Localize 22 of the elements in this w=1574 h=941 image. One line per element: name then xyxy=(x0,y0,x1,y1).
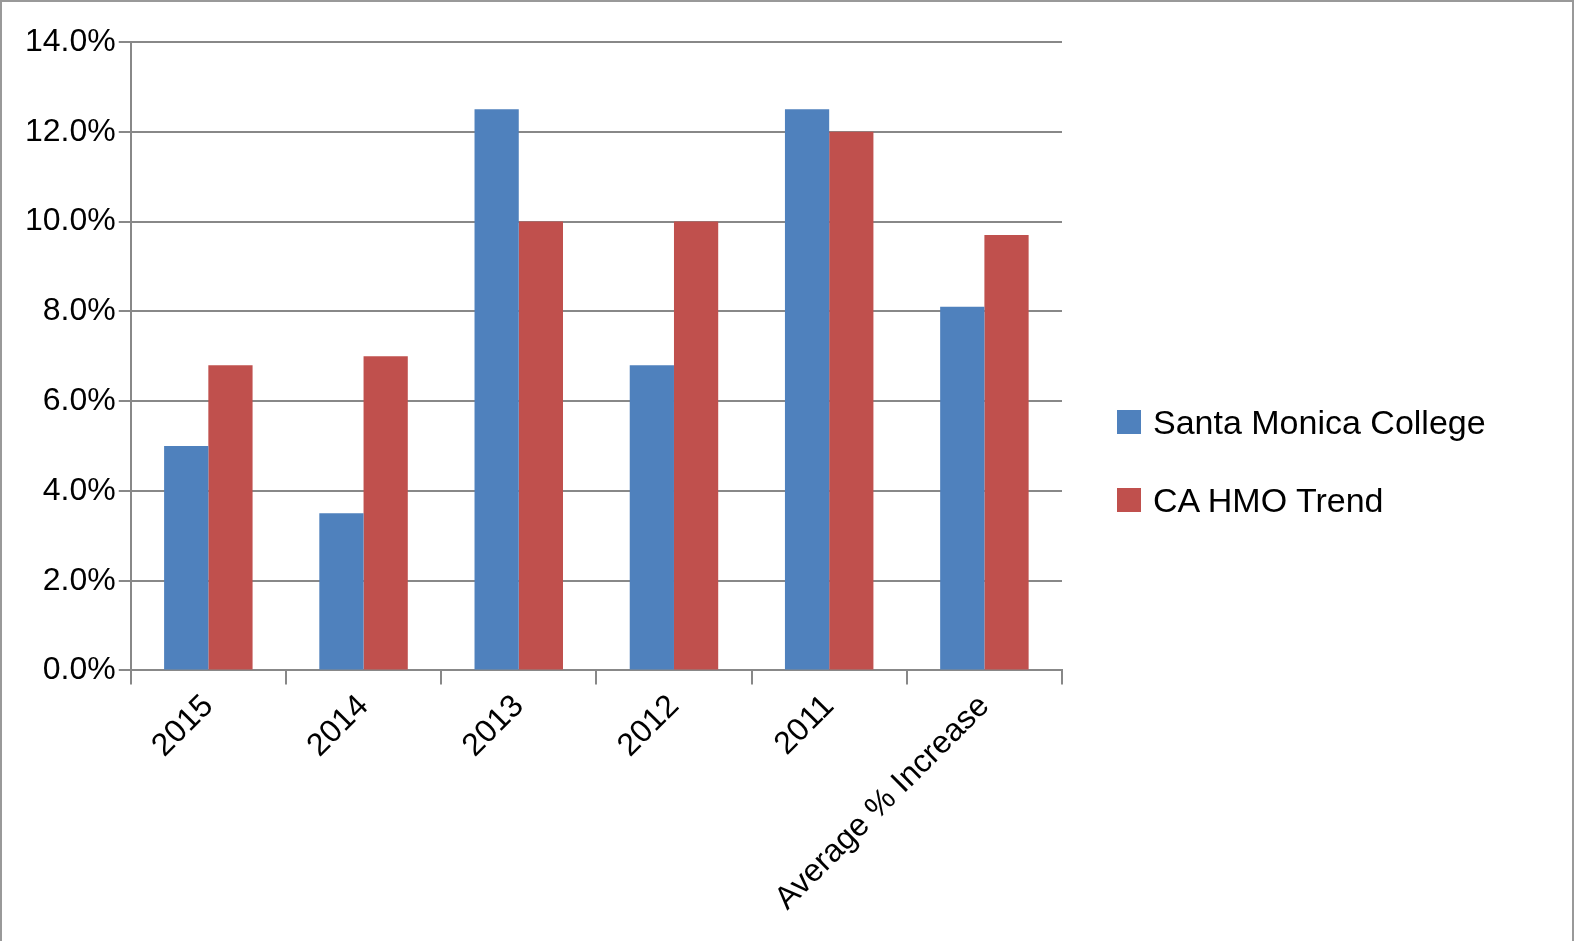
y-tick-label: 4.0% xyxy=(42,470,116,507)
bar xyxy=(208,365,253,670)
bar xyxy=(164,446,209,670)
bar xyxy=(940,306,985,670)
bar xyxy=(629,365,674,670)
bar xyxy=(673,221,719,670)
bar xyxy=(829,131,874,670)
legend-label: Santa Monica College xyxy=(1153,402,1486,442)
bar xyxy=(474,109,519,670)
bar xyxy=(319,513,364,670)
y-tick-label: 12.0% xyxy=(25,111,116,148)
y-tick-label: 8.0% xyxy=(42,291,116,328)
y-tick-label: 6.0% xyxy=(42,380,116,417)
bar xyxy=(363,356,408,670)
y-tick-label: 0.0% xyxy=(42,650,116,687)
y-tick-label: 14.0% xyxy=(25,21,116,58)
legend-label: CA HMO Trend xyxy=(1153,480,1384,520)
y-tick-label: 10.0% xyxy=(25,201,116,238)
y-tick-label: 2.0% xyxy=(42,560,116,597)
bar xyxy=(784,109,830,670)
bar xyxy=(518,221,563,670)
bar xyxy=(984,235,1029,670)
